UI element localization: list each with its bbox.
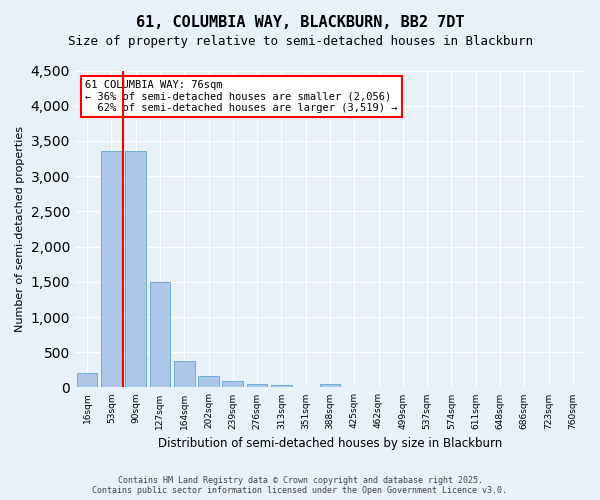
Y-axis label: Number of semi-detached properties: Number of semi-detached properties	[15, 126, 25, 332]
Bar	[101, 152, 122, 388]
Bar	[271, 386, 292, 388]
Bar	[149, 282, 170, 388]
Bar	[198, 376, 219, 388]
Bar	[174, 362, 194, 388]
Text: Size of property relative to semi-detached houses in Blackburn: Size of property relative to semi-detach…	[67, 35, 533, 48]
Bar	[223, 381, 243, 388]
Text: 61 COLUMBIA WAY: 76sqm
← 36% of semi-detached houses are smaller (2,056)
  62% o: 61 COLUMBIA WAY: 76sqm ← 36% of semi-det…	[85, 80, 398, 113]
Bar	[77, 374, 97, 388]
Bar	[247, 384, 268, 388]
Text: Contains HM Land Registry data © Crown copyright and database right 2025.
Contai: Contains HM Land Registry data © Crown c…	[92, 476, 508, 495]
Text: 61, COLUMBIA WAY, BLACKBURN, BB2 7DT: 61, COLUMBIA WAY, BLACKBURN, BB2 7DT	[136, 15, 464, 30]
Bar	[320, 384, 340, 388]
Bar	[125, 152, 146, 388]
X-axis label: Distribution of semi-detached houses by size in Blackburn: Distribution of semi-detached houses by …	[158, 437, 502, 450]
